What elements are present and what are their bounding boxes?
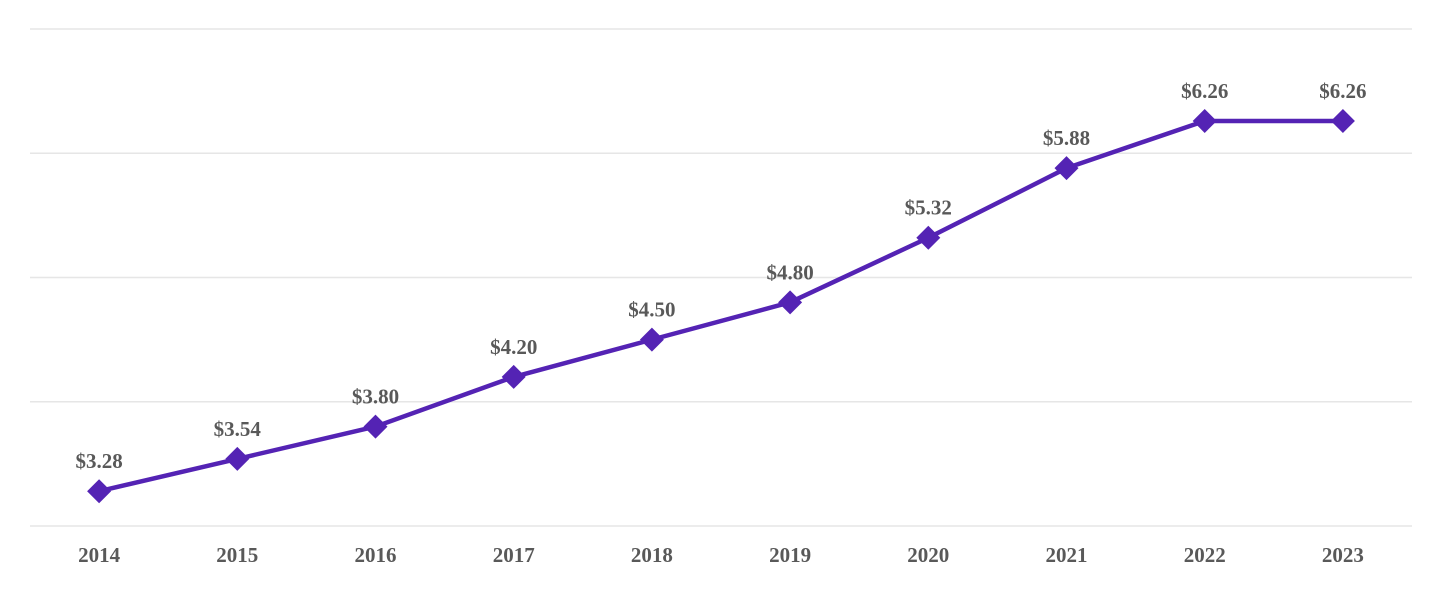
x-axis-label: 2022 <box>1184 543 1226 567</box>
x-axis-label: 2021 <box>1046 543 1088 567</box>
series-line <box>96 118 1346 494</box>
data-label: $3.28 <box>75 449 122 473</box>
data-label: $4.20 <box>490 335 537 359</box>
data-label: $4.50 <box>628 298 675 322</box>
x-axis-label: 2019 <box>769 543 811 567</box>
x-axis-label: 2017 <box>493 543 535 567</box>
data-point-marker <box>778 290 803 315</box>
data-label: $5.32 <box>905 196 952 220</box>
x-axis-label: 2018 <box>631 543 673 567</box>
data-point-marker <box>1192 108 1217 133</box>
data-label: $3.54 <box>214 417 262 441</box>
x-axis-label: 2015 <box>216 543 258 567</box>
data-point-marker <box>363 414 388 439</box>
data-point-marker <box>501 364 526 389</box>
x-axis-label: 2020 <box>907 543 949 567</box>
data-point-marker <box>87 479 112 504</box>
data-label: $5.88 <box>1043 126 1090 150</box>
data-point-marker <box>639 327 664 352</box>
data-point-marker <box>225 446 250 471</box>
data-label: $4.80 <box>766 260 813 284</box>
data-label: $6.26 <box>1319 79 1366 103</box>
x-axis-label: 2016 <box>355 543 397 567</box>
data-point-marker <box>1054 156 1079 181</box>
x-axis-label: 2023 <box>1322 543 1364 567</box>
x-axis-label: 2014 <box>78 543 121 567</box>
data-point-marker <box>1330 108 1355 133</box>
data-label: $3.80 <box>352 385 399 409</box>
data-point-marker <box>916 225 941 250</box>
data-label: $6.26 <box>1181 79 1228 103</box>
